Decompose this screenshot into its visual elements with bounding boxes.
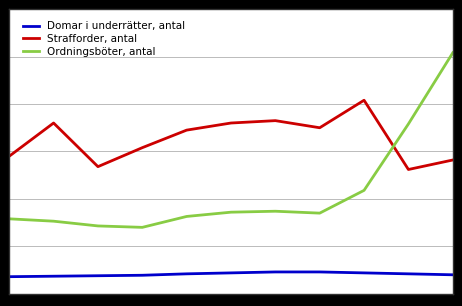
Legend: Domar i underrätter, antal, Strafforder, antal, Ordningsböter, antal: Domar i underrätter, antal, Strafforder,…: [19, 17, 189, 61]
